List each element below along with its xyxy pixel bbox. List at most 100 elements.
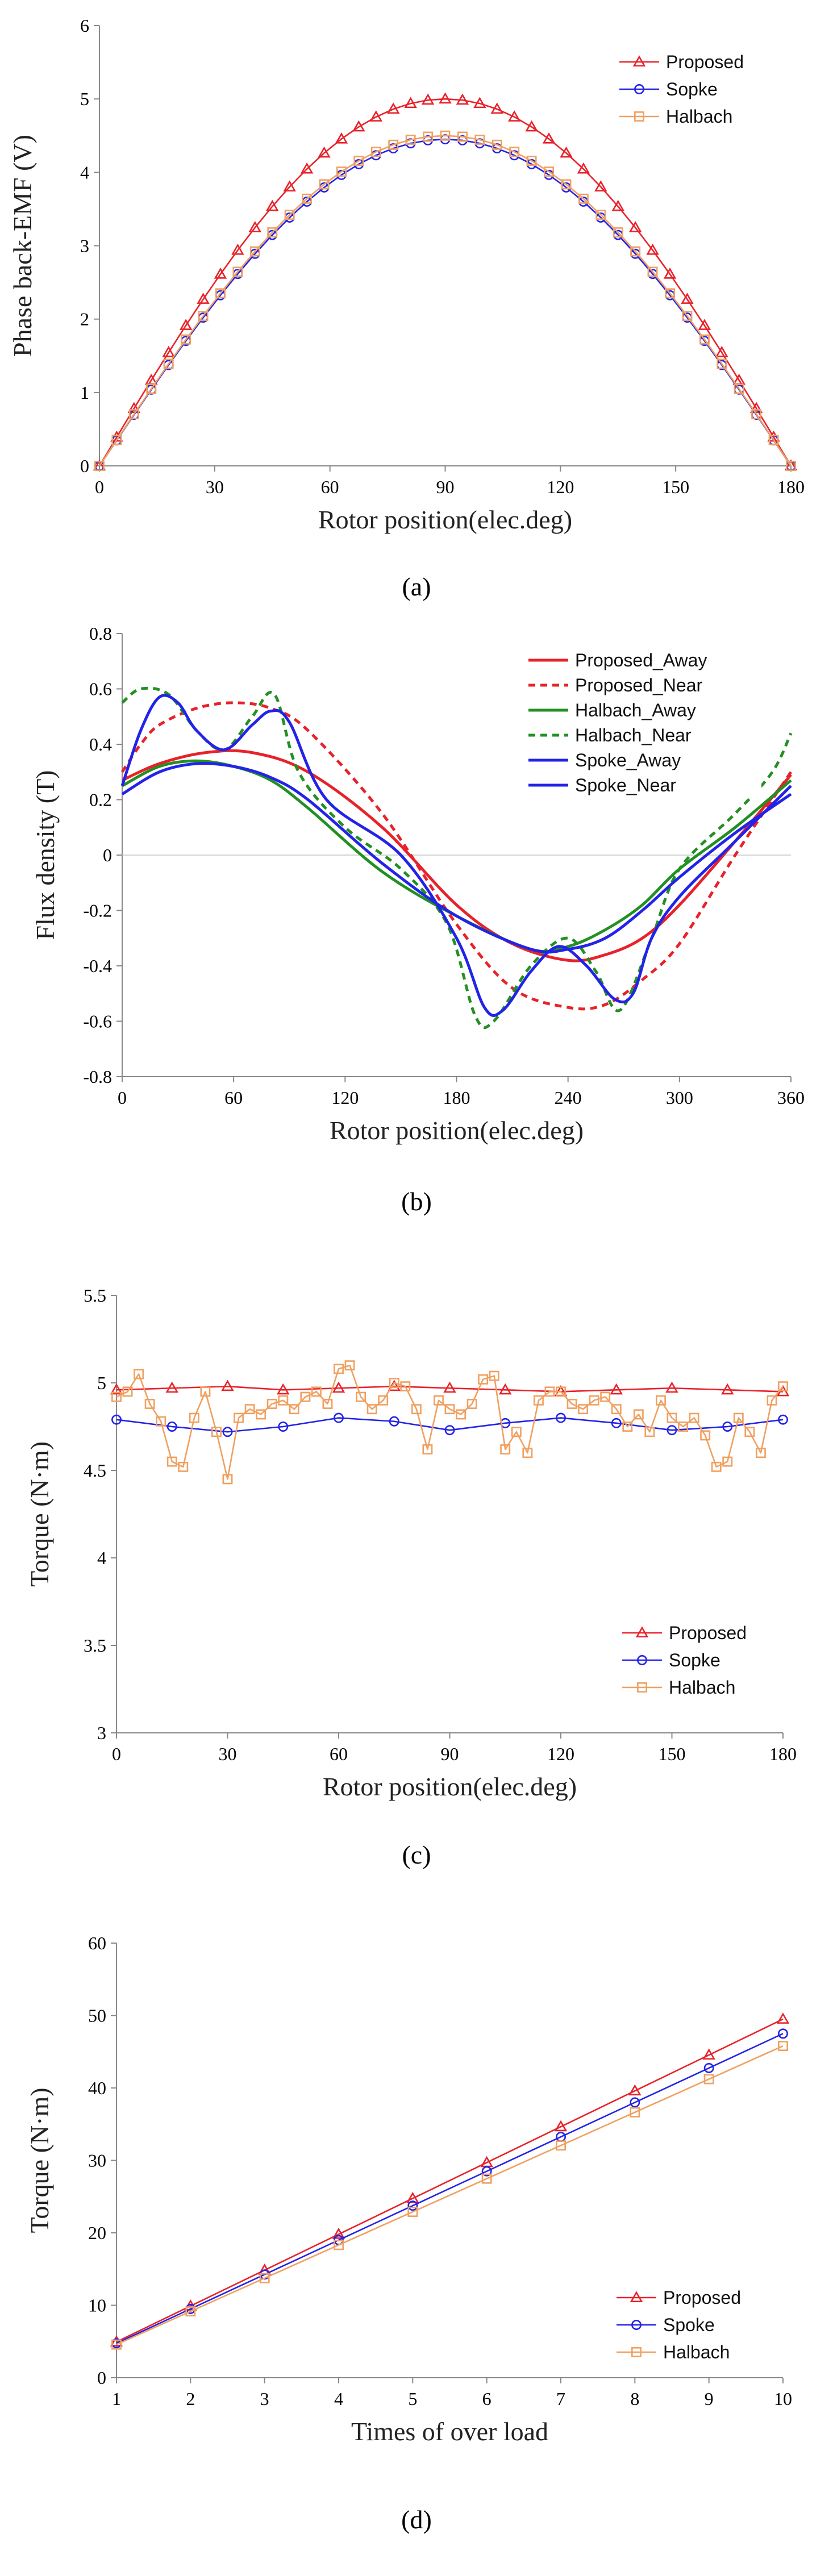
data-point bbox=[628, 2084, 642, 2096]
data-point bbox=[490, 102, 504, 114]
data-point bbox=[507, 110, 521, 122]
legend-label: Proposed bbox=[666, 52, 744, 72]
data-point bbox=[682, 311, 693, 322]
data-point bbox=[318, 146, 331, 158]
series-line bbox=[121, 762, 792, 954]
data-point bbox=[647, 266, 658, 277]
x-tick-label: 0 bbox=[118, 1087, 127, 1108]
x-tick-label: 1 bbox=[112, 2389, 121, 2409]
y-tick-label: 4 bbox=[97, 1548, 106, 1568]
data-point bbox=[389, 1416, 399, 1427]
data-point bbox=[277, 1383, 290, 1395]
x-tick-label: 5 bbox=[408, 2389, 417, 2409]
y-tick-label: -0.2 bbox=[83, 901, 112, 921]
data-point bbox=[300, 1391, 311, 1402]
y-axis-title: Phase back-EMF (V) bbox=[8, 135, 37, 357]
y-tick-label: 5.5 bbox=[84, 1285, 106, 1306]
data-point bbox=[221, 1379, 234, 1391]
x-tick-label: 120 bbox=[547, 477, 574, 497]
legend-marker bbox=[631, 2320, 642, 2330]
data-point bbox=[334, 1412, 344, 1423]
data-point bbox=[433, 1395, 444, 1406]
data-point bbox=[711, 1461, 722, 1472]
data-point bbox=[166, 1456, 177, 1467]
data-point bbox=[334, 1364, 344, 1374]
figure-caption: (c) bbox=[402, 1840, 431, 1869]
x-tick-label: 150 bbox=[662, 477, 689, 497]
legend-label: Sopke bbox=[669, 1650, 720, 1670]
data-point bbox=[423, 131, 434, 142]
y-axis-title: Flux density (T) bbox=[31, 770, 60, 940]
legend-label: Halbach bbox=[663, 2342, 730, 2362]
data-point bbox=[278, 1395, 289, 1406]
x-axis-title: Rotor position(elec.deg) bbox=[318, 505, 572, 534]
x-tick-label: 8 bbox=[630, 2389, 639, 2409]
data-point bbox=[352, 120, 365, 132]
data-point bbox=[689, 1412, 699, 1423]
data-point bbox=[715, 345, 728, 357]
data-point bbox=[577, 162, 590, 174]
data-point bbox=[234, 1412, 244, 1423]
data-point bbox=[522, 1448, 533, 1458]
data-point bbox=[259, 2273, 270, 2283]
data-point bbox=[111, 2339, 122, 2350]
data-point bbox=[366, 1404, 377, 1415]
series-proposed bbox=[110, 1379, 790, 1397]
data-point bbox=[456, 1409, 467, 1420]
data-point bbox=[386, 102, 400, 114]
data-point bbox=[667, 1425, 677, 1436]
data-point bbox=[211, 1427, 222, 1437]
y-tick-label: 6 bbox=[80, 15, 89, 36]
y-tick-label: 0.2 bbox=[89, 790, 112, 810]
y-tick-label: 4.5 bbox=[84, 1460, 106, 1481]
data-point bbox=[144, 1399, 155, 1409]
data-point bbox=[525, 120, 538, 132]
data-point bbox=[556, 2140, 566, 2151]
data-point bbox=[544, 1386, 555, 1397]
data-point bbox=[700, 1430, 711, 1441]
x-axis-title: Times of over load bbox=[351, 2417, 548, 2446]
data-point bbox=[703, 2074, 714, 2085]
data-point bbox=[611, 1404, 622, 1415]
x-tick-label: 4 bbox=[334, 2389, 343, 2409]
data-point bbox=[556, 1412, 566, 1423]
data-point bbox=[111, 435, 122, 445]
data-point bbox=[127, 402, 141, 414]
data-point bbox=[656, 1395, 666, 1406]
series-line bbox=[116, 2045, 784, 2345]
data-point bbox=[197, 293, 210, 304]
data-point bbox=[595, 210, 606, 220]
legend-label: Proposed bbox=[663, 2287, 741, 2308]
figure-caption: (b) bbox=[401, 1187, 432, 1216]
x-tick-label: 180 bbox=[769, 1744, 797, 1764]
legend-marker bbox=[630, 2291, 643, 2303]
data-point bbox=[163, 359, 174, 369]
data-point bbox=[422, 1444, 433, 1454]
data-point bbox=[768, 435, 779, 445]
legend-marker bbox=[632, 55, 646, 67]
series-line bbox=[116, 1417, 784, 1433]
legend-label: Halbach bbox=[666, 106, 732, 127]
legend-label: Proposed_Away bbox=[575, 650, 707, 670]
data-point bbox=[166, 1422, 177, 1432]
y-axis-title: Torque (N·m) bbox=[25, 1441, 54, 1587]
data-point bbox=[500, 1444, 511, 1454]
x-tick-label: 60 bbox=[330, 1744, 348, 1764]
legend-marker bbox=[637, 1682, 647, 1693]
data-point bbox=[111, 1414, 122, 1425]
series-spoke-near bbox=[120, 694, 792, 1017]
data-point bbox=[156, 1416, 166, 1427]
data-point bbox=[778, 2041, 788, 2051]
data-point bbox=[162, 345, 175, 357]
data-point bbox=[721, 1383, 734, 1395]
series-line bbox=[120, 694, 792, 1017]
x-tick-label: 30 bbox=[219, 1744, 237, 1764]
y-tick-label: 3 bbox=[97, 1723, 106, 1743]
legend: Proposed Spoke Halbach bbox=[617, 2287, 741, 2362]
data-point bbox=[266, 1399, 277, 1409]
data-point bbox=[110, 1383, 123, 1395]
y-tick-label: 10 bbox=[88, 2295, 106, 2316]
series-spoke-away bbox=[121, 762, 792, 954]
legend: Proposed_Away Proposed_Near Halbach_Away Ha… bbox=[523, 642, 761, 798]
legend: Proposed Sopke Halbach bbox=[622, 1623, 747, 1698]
